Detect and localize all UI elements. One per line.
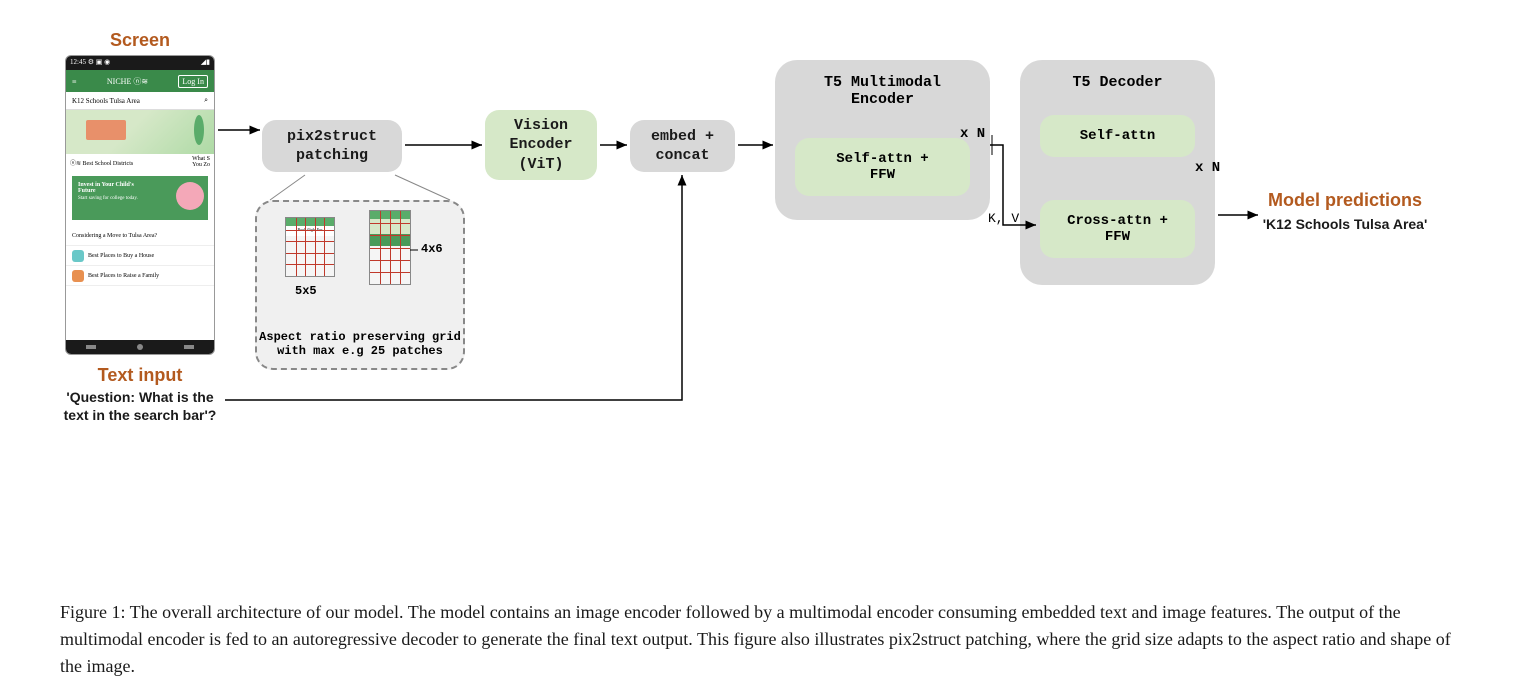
xn-label-decoder: x N: [1195, 160, 1220, 176]
embed-concat-block: embed + concat: [630, 120, 735, 172]
t5-decoder-self-attn: Self-attn: [1040, 115, 1195, 157]
t5-encoder-self-attn: Self-attn + FFW: [795, 138, 970, 196]
text-input-value: 'Question: What is the text in the searc…: [55, 388, 225, 424]
invest-card: Invest in Your Child's Future Start savi…: [72, 176, 208, 220]
predictions-value: 'K12 Schools Tulsa Area': [1260, 215, 1430, 233]
kv-label: K, V: [988, 211, 1019, 226]
hero-strip: ⓝ≋ Best School Districts What S You Zo: [66, 154, 214, 170]
piggy-icon: [176, 182, 204, 210]
appbar: ≡ NICHE ⓝ≋ Log In: [66, 70, 214, 92]
nav-bar: [66, 340, 214, 354]
label-4x6: 4x6: [421, 242, 443, 256]
t5-decoder-container: T5 Decoder Self-attn Cross-attn + FFW: [1020, 60, 1215, 285]
hero-image: ⓝ≋ Best School Districts What S You Zo: [66, 110, 214, 170]
text-input-heading: Text input: [65, 365, 215, 386]
predictions-heading: Model predictions: [1250, 190, 1440, 211]
mini-screen-5x5: Book flight For: [285, 217, 335, 277]
arrows-layer: [0, 0, 1516, 530]
list-row-1: Best Places to Buy a House: [66, 246, 214, 266]
strip-left: ⓝ≋ Best School Districts: [70, 158, 133, 167]
t5-decoder-cross-attn: Cross-attn + FFW: [1040, 200, 1195, 258]
t5-encoder-title: T5 Multimodal Encoder: [775, 74, 990, 108]
status-left: 12:45 ⚙ ▣ ◉: [70, 58, 110, 68]
status-right: ◢▮: [201, 58, 210, 68]
pix2struct-block: pix2struct patching: [262, 120, 402, 172]
xn-label-encoder: x N: [960, 126, 985, 142]
label-5x5: 5x5: [295, 284, 317, 298]
phone-screenshot-mock: 12:45 ⚙ ▣ ◉ ◢▮ ≡ NICHE ⓝ≋ Log In K12 Sch…: [65, 55, 215, 355]
hamburger-icon: ≡: [72, 77, 77, 86]
search-icon: ⌕: [204, 96, 208, 105]
list-row-2: Best Places to Raise a Family: [66, 266, 214, 286]
search-bar: K12 Schools Tulsa Area ⌕: [66, 92, 214, 110]
strip-right: What S You Zo: [192, 156, 210, 168]
search-text: K12 Schools Tulsa Area: [72, 97, 140, 105]
patching-detail-box: Book flight For 5x5 4x6 Aspect ratio pre…: [255, 200, 465, 370]
architecture-diagram: Screen 12:45 ⚙ ▣ ◉ ◢▮ ≡ NICHE ⓝ≋ Log In …: [0, 0, 1516, 530]
figure-caption: Figure 1: The overall architecture of ou…: [60, 599, 1456, 680]
appbar-title: NICHE ⓝ≋: [107, 76, 148, 87]
t5-decoder-title: T5 Decoder: [1020, 74, 1215, 91]
screen-heading: Screen: [90, 30, 190, 51]
patching-caption: Aspect ratio preserving grid with max e.…: [257, 330, 463, 358]
mini-screen-4x6: [369, 210, 411, 285]
statusbar: 12:45 ⚙ ▣ ◉ ◢▮: [66, 56, 214, 70]
question-row: Considering a Move to Tulsa Area?: [66, 226, 214, 246]
t5-encoder-container: T5 Multimodal Encoder Self-attn + FFW: [775, 60, 990, 220]
login-button: Log In: [178, 75, 208, 88]
vision-encoder-block: Vision Encoder (ViT): [485, 110, 597, 180]
